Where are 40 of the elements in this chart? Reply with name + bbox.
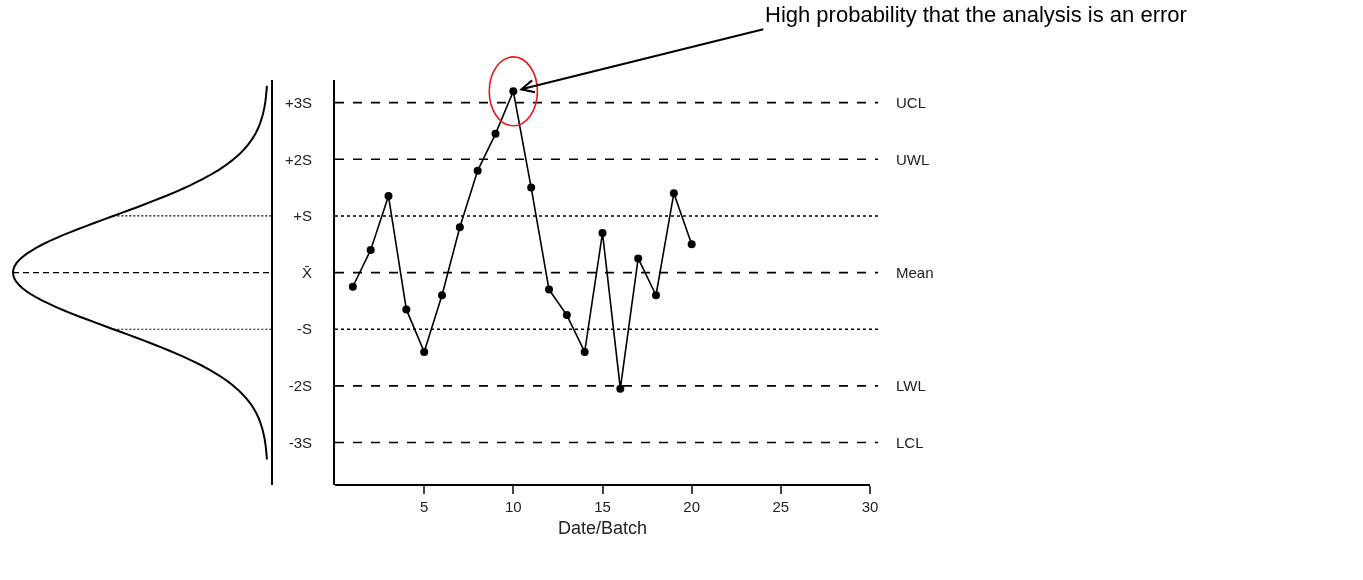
x-tick-label: 30: [861, 498, 879, 515]
x-axis-title: Date/Batch: [557, 517, 648, 538]
point: [366, 245, 375, 254]
point: [402, 305, 411, 314]
y-tick-label: -3S: [288, 433, 312, 451]
point: [473, 166, 482, 175]
point: [545, 285, 553, 294]
point: [652, 291, 660, 300]
ref-line-label: Mean: [896, 264, 934, 281]
ref-line-label: UWL: [896, 151, 930, 168]
point: [687, 240, 696, 249]
ref-line-label: LWL: [896, 377, 926, 394]
point: [438, 291, 446, 300]
point: [509, 87, 518, 96]
ref-line-label: LCL: [896, 434, 924, 451]
y-tick-label: -S: [297, 320, 312, 338]
point: [580, 347, 589, 356]
x-tick-label: 10: [504, 498, 522, 515]
y-tick-label: +S: [293, 207, 312, 225]
x-tick-label: 5: [420, 498, 429, 515]
point: [527, 183, 536, 192]
point: [455, 223, 464, 232]
ref-line-label: UCL: [896, 94, 927, 111]
point: [634, 254, 643, 263]
point: [598, 228, 607, 237]
x-tick-label: 25: [772, 498, 790, 515]
point: [491, 129, 500, 138]
annotation: High probability that the analysis is an error: [765, 2, 1187, 27]
point: [384, 192, 393, 201]
point: [420, 347, 429, 356]
x-tick-label: 15: [594, 498, 611, 515]
y-tick-label: -2S: [288, 377, 312, 395]
point: [616, 384, 625, 393]
point: [669, 189, 678, 198]
point: [562, 311, 571, 320]
x-tick-label: 20: [683, 498, 701, 515]
point: [348, 282, 357, 291]
y-tick-label: X̄: [301, 263, 312, 281]
y-tick-label: +2S: [284, 150, 312, 168]
y-tick-label: +3S: [284, 93, 312, 111]
